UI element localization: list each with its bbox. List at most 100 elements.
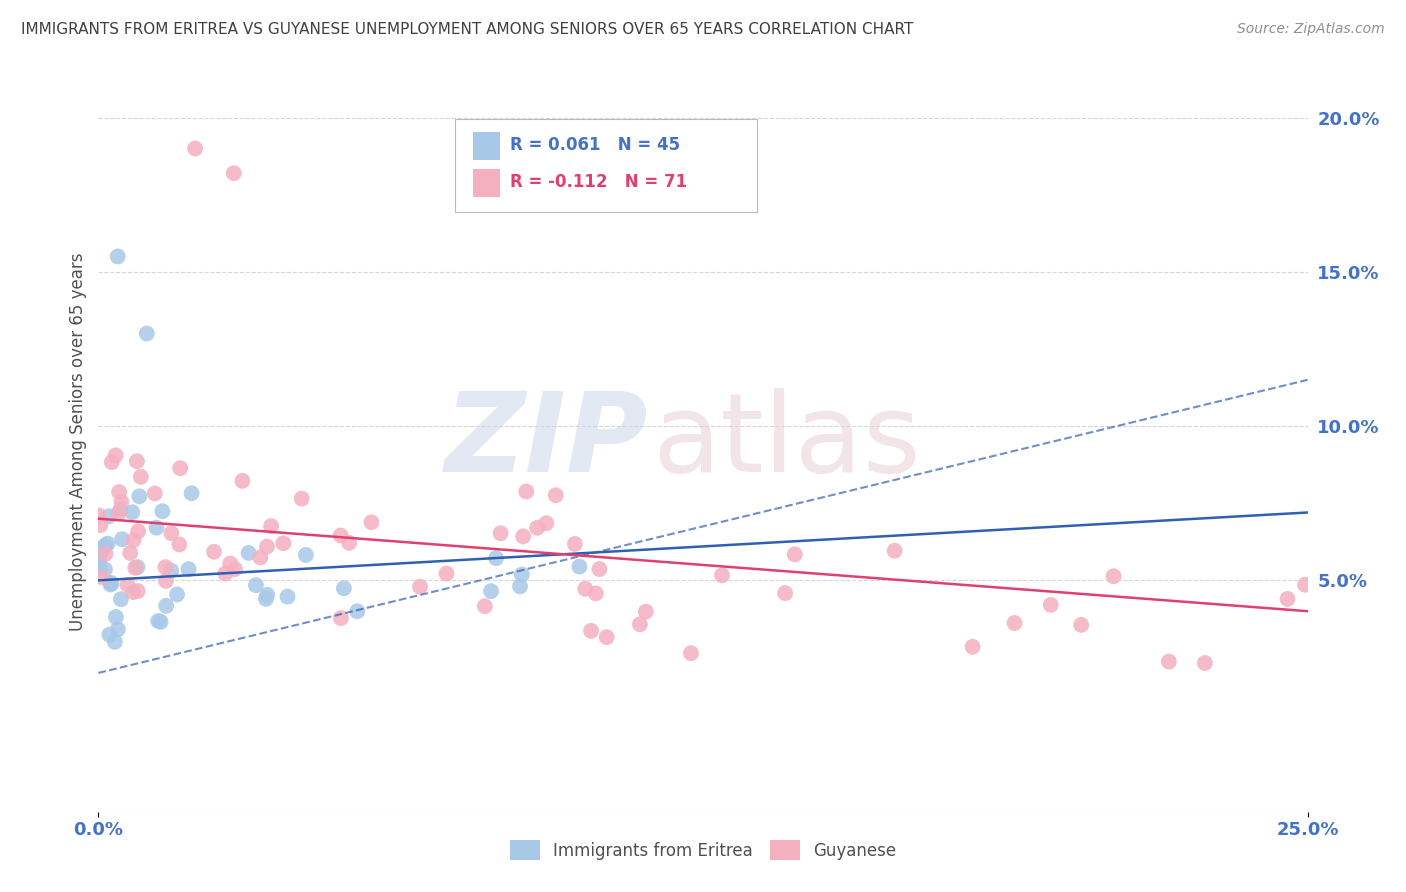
Point xyxy=(143,486,166,500)
Point xyxy=(337,536,360,550)
Point xyxy=(177,562,200,576)
Point xyxy=(127,524,149,539)
Point xyxy=(222,166,245,180)
Point xyxy=(120,546,142,560)
Point xyxy=(276,590,298,604)
Bar xyxy=(474,132,501,161)
Point xyxy=(346,604,368,618)
Point xyxy=(110,502,132,516)
Point xyxy=(588,562,610,576)
Point xyxy=(634,605,657,619)
Point xyxy=(1157,655,1180,669)
Point xyxy=(254,591,277,606)
Point xyxy=(94,547,117,561)
Text: IMMIGRANTS FROM ERITREA VS GUYANESE UNEMPLOYMENT AMONG SENIORS OVER 65 YEARS COR: IMMIGRANTS FROM ERITREA VS GUYANESE UNEM… xyxy=(21,22,914,37)
Point xyxy=(773,586,796,600)
Point xyxy=(180,486,202,500)
Point xyxy=(962,640,984,654)
Point xyxy=(711,568,734,582)
Point xyxy=(107,506,129,520)
Point xyxy=(536,516,558,531)
Point xyxy=(122,585,145,599)
Point xyxy=(124,561,146,575)
Point xyxy=(155,560,177,574)
Point xyxy=(104,448,127,462)
Point xyxy=(245,578,267,592)
Point xyxy=(135,326,157,341)
Point xyxy=(485,551,508,566)
Point xyxy=(628,617,651,632)
Point xyxy=(100,576,122,591)
Point xyxy=(202,545,225,559)
Point xyxy=(89,518,111,533)
Point xyxy=(155,574,177,588)
Point xyxy=(149,615,172,629)
Point xyxy=(249,550,271,565)
Point xyxy=(127,584,149,599)
Point xyxy=(596,630,619,644)
Y-axis label: Unemployment Among Seniors over 65 years: Unemployment Among Seniors over 65 years xyxy=(69,252,87,631)
Point xyxy=(160,564,183,578)
Point xyxy=(1039,598,1062,612)
Point xyxy=(579,624,602,638)
Point xyxy=(166,587,188,601)
Text: R = 0.061   N = 45: R = 0.061 N = 45 xyxy=(509,136,679,153)
Point xyxy=(295,548,318,562)
Point xyxy=(1194,656,1216,670)
Point xyxy=(152,504,174,518)
Point xyxy=(93,541,115,555)
Point xyxy=(564,537,586,551)
Point xyxy=(89,547,111,561)
Point xyxy=(121,505,143,519)
Point xyxy=(509,579,531,593)
Point xyxy=(409,580,432,594)
Point xyxy=(238,546,260,560)
Point xyxy=(1070,618,1092,632)
Point xyxy=(100,575,122,590)
Point xyxy=(110,592,132,607)
Legend: Immigrants from Eritrea, Guyanese: Immigrants from Eritrea, Guyanese xyxy=(503,834,903,866)
Point xyxy=(679,646,702,660)
Point xyxy=(101,455,124,469)
Point xyxy=(330,611,353,625)
Point xyxy=(544,488,567,502)
Point xyxy=(155,599,177,613)
Point xyxy=(107,622,129,636)
Point xyxy=(98,509,121,524)
Point xyxy=(89,562,111,576)
Point xyxy=(122,533,145,548)
Point xyxy=(515,484,537,499)
Point xyxy=(783,547,806,561)
Text: R = -0.112   N = 71: R = -0.112 N = 71 xyxy=(509,173,686,191)
Text: Source: ZipAtlas.com: Source: ZipAtlas.com xyxy=(1237,22,1385,37)
Point xyxy=(1102,569,1125,583)
Point xyxy=(160,526,183,541)
Point xyxy=(574,582,596,596)
Point xyxy=(98,628,121,642)
Point xyxy=(128,489,150,503)
Point xyxy=(117,578,139,592)
Point xyxy=(1294,577,1316,591)
Point xyxy=(87,508,110,523)
Point xyxy=(436,566,458,581)
Point xyxy=(231,474,253,488)
Point xyxy=(100,577,122,591)
Point xyxy=(145,521,167,535)
Point xyxy=(568,559,591,574)
Point xyxy=(256,540,278,554)
Point xyxy=(169,461,191,475)
Text: ZIP: ZIP xyxy=(446,388,648,495)
Point xyxy=(94,562,117,576)
Point xyxy=(329,528,352,542)
Point xyxy=(219,557,242,571)
Point xyxy=(104,635,127,649)
Point xyxy=(1004,615,1026,630)
Point xyxy=(169,537,191,551)
Point xyxy=(585,586,607,600)
Point xyxy=(184,141,207,155)
Point xyxy=(110,495,132,509)
Point xyxy=(883,543,905,558)
Point xyxy=(87,553,110,567)
Point xyxy=(129,470,152,484)
Point xyxy=(291,491,314,506)
